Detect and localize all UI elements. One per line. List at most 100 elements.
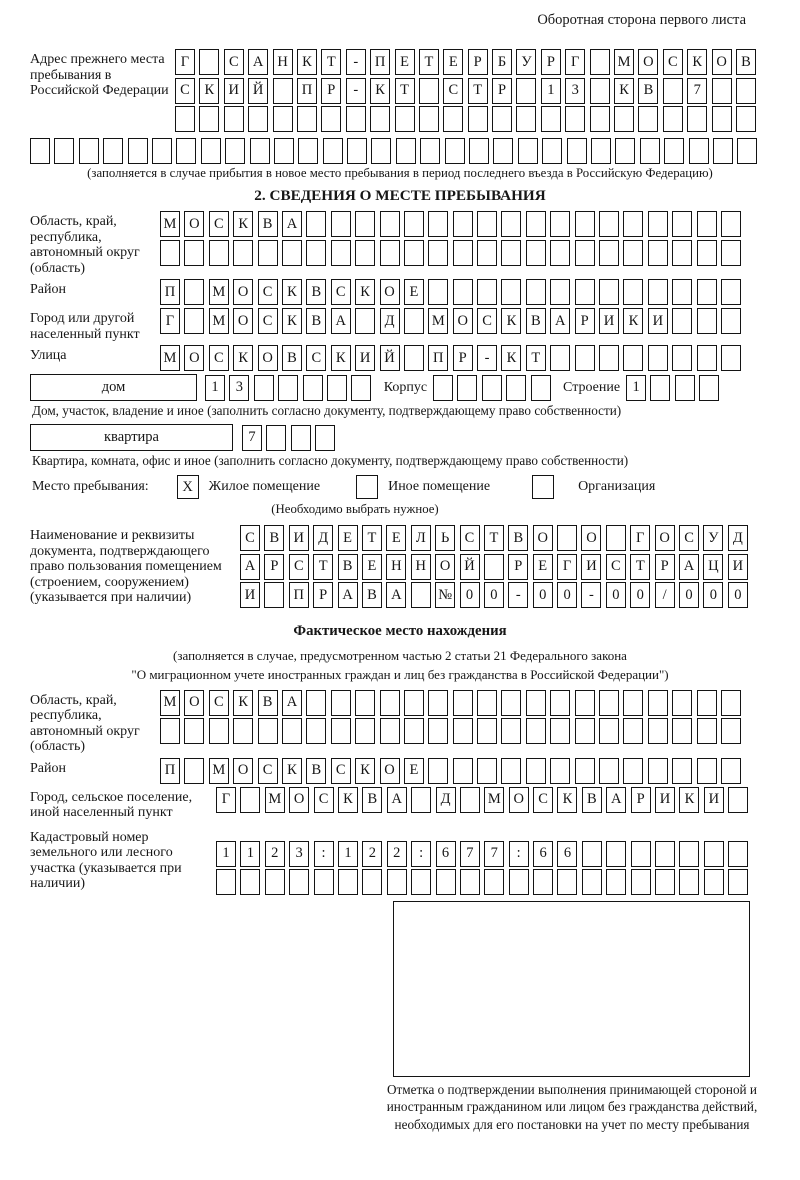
char-cell[interactable]: С: [313, 786, 334, 813]
char-cell[interactable]: С: [257, 308, 278, 334]
char-cell[interactable]: [672, 279, 693, 305]
char-cell[interactable]: [599, 239, 620, 266]
char-cell[interactable]: О: [379, 757, 400, 784]
char-cell[interactable]: Ц: [703, 553, 724, 580]
char-cell[interactable]: [501, 757, 522, 784]
char-cell[interactable]: [452, 239, 473, 266]
char-cell[interactable]: Р: [467, 49, 488, 75]
char-cell[interactable]: К: [296, 49, 317, 75]
char-cell[interactable]: [672, 689, 693, 716]
char-cell[interactable]: М: [208, 279, 229, 305]
char-cell[interactable]: У: [703, 525, 724, 551]
checkbox-org[interactable]: [532, 475, 555, 499]
char-cell[interactable]: М: [208, 757, 229, 784]
char-cell[interactable]: [662, 77, 683, 104]
char-cell[interactable]: [696, 345, 717, 371]
char-cell[interactable]: [720, 345, 741, 371]
char-cell[interactable]: -: [477, 345, 498, 371]
char-cell[interactable]: А: [240, 553, 260, 580]
char-cell[interactable]: [184, 279, 205, 305]
char-cell[interactable]: [540, 106, 561, 132]
char-cell[interactable]: М: [208, 308, 229, 334]
char-cell[interactable]: [403, 345, 424, 371]
char-cell[interactable]: Р: [630, 786, 651, 813]
char-cell[interactable]: [599, 757, 620, 784]
char-cell[interactable]: М: [160, 211, 180, 237]
char-cell[interactable]: [459, 786, 480, 813]
char-cell[interactable]: Т: [467, 77, 488, 104]
char-cell[interactable]: [574, 345, 595, 371]
char-cell[interactable]: [623, 689, 644, 716]
char-cell[interactable]: К: [501, 308, 522, 334]
char-cell[interactable]: [696, 239, 717, 266]
char-cell[interactable]: 1: [626, 374, 647, 401]
char-cell[interactable]: [418, 106, 439, 132]
char-cell[interactable]: [240, 786, 261, 813]
char-cell[interactable]: [550, 718, 571, 744]
char-cell[interactable]: Е: [361, 553, 382, 580]
char-cell[interactable]: А: [386, 786, 407, 813]
char-cell[interactable]: [696, 757, 717, 784]
char-cell[interactable]: [711, 77, 732, 104]
char-cell[interactable]: [452, 757, 473, 784]
char-cell[interactable]: С: [459, 525, 480, 551]
char-cell[interactable]: 7: [459, 840, 480, 867]
char-cell[interactable]: [199, 49, 220, 75]
char-cell[interactable]: [306, 239, 327, 266]
char-cell[interactable]: [477, 279, 498, 305]
char-cell[interactable]: О: [184, 211, 205, 237]
char-cell[interactable]: 2: [386, 840, 407, 867]
char-cell[interactable]: 7: [484, 840, 505, 867]
char-cell[interactable]: Р: [452, 345, 473, 371]
char-cell[interactable]: [735, 77, 756, 104]
char-cell[interactable]: К: [281, 279, 302, 305]
char-cell[interactable]: [428, 279, 449, 305]
char-cell[interactable]: [273, 137, 294, 164]
char-cell[interactable]: [296, 106, 317, 132]
char-cell[interactable]: [403, 689, 424, 716]
char-cell[interactable]: В: [264, 525, 285, 551]
char-cell[interactable]: [452, 689, 473, 716]
char-cell[interactable]: К: [233, 345, 254, 371]
char-cell[interactable]: Т: [483, 525, 504, 551]
char-cell[interactable]: [345, 106, 366, 132]
char-cell[interactable]: [605, 525, 626, 551]
char-cell[interactable]: С: [257, 757, 278, 784]
char-cell[interactable]: [410, 582, 431, 608]
char-cell[interactable]: [444, 137, 465, 164]
char-cell[interactable]: [606, 840, 627, 867]
char-cell[interactable]: [477, 689, 498, 716]
char-cell[interactable]: [160, 239, 180, 266]
char-cell[interactable]: [574, 718, 595, 744]
char-cell[interactable]: -: [508, 582, 529, 608]
char-cell[interactable]: [306, 718, 327, 744]
char-cell[interactable]: [302, 374, 323, 401]
char-cell[interactable]: С: [533, 786, 554, 813]
char-cell[interactable]: М: [614, 49, 635, 75]
char-cell[interactable]: [565, 106, 586, 132]
char-cell[interactable]: С: [288, 553, 309, 580]
char-cell[interactable]: О: [508, 786, 529, 813]
char-cell[interactable]: [623, 345, 644, 371]
char-cell[interactable]: [623, 279, 644, 305]
char-cell[interactable]: Р: [654, 553, 675, 580]
char-cell[interactable]: [557, 869, 578, 895]
char-cell[interactable]: А: [281, 689, 302, 716]
char-cell[interactable]: [525, 211, 546, 237]
char-cell[interactable]: С: [662, 49, 683, 75]
char-cell[interactable]: [501, 718, 522, 744]
char-cell[interactable]: [525, 718, 546, 744]
char-cell[interactable]: П: [288, 582, 309, 608]
char-cell[interactable]: [298, 137, 319, 164]
char-cell[interactable]: О: [532, 525, 553, 551]
char-cell[interactable]: [264, 869, 285, 895]
char-cell[interactable]: [306, 211, 327, 237]
char-cell[interactable]: [550, 757, 571, 784]
char-cell[interactable]: [103, 137, 124, 164]
char-cell[interactable]: [647, 345, 668, 371]
char-cell[interactable]: [452, 211, 473, 237]
char-cell[interactable]: [216, 869, 236, 895]
char-cell[interactable]: 6: [557, 840, 578, 867]
char-cell[interactable]: [459, 869, 480, 895]
char-cell[interactable]: [517, 137, 538, 164]
